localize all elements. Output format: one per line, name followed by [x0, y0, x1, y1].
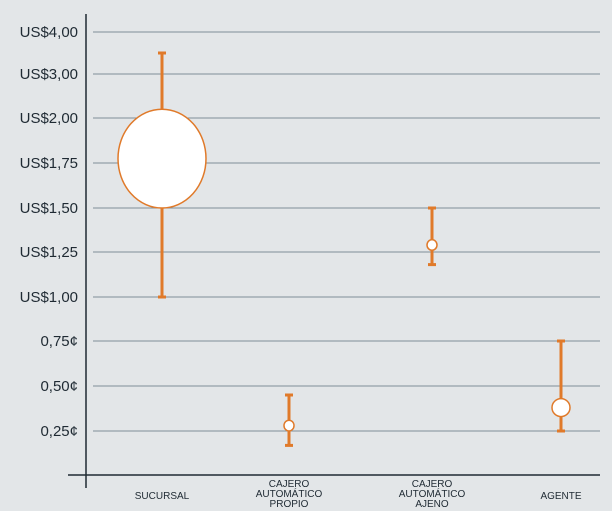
y-tick-labels: 0,25¢ 0,50¢ 0,75¢ US$1,00 US$1,25 US$1,50 US$1…	[20, 24, 78, 440]
range-ellipse	[427, 240, 437, 251]
x-tick-label: SUCURSAL	[135, 491, 190, 502]
x-tick-label: CAJERO AUTOMÁTICO PROPIO	[256, 479, 323, 510]
x-tick-labels: SUCURSAL CAJERO AUTOMÁTICO PROPIO CAJERO AUTO…	[135, 479, 582, 510]
y-tick-label: US$2,00	[20, 110, 78, 127]
x-tick-label-line: PROPIO	[270, 499, 309, 510]
x-tick-label-line: AJENO	[415, 499, 449, 510]
x-tick-label: CAJERO AUTOMÁTICO AJENO	[399, 479, 466, 510]
y-tick-label: 0,25¢	[40, 423, 78, 440]
grid-lines	[93, 32, 600, 431]
y-tick-label: 0,50¢	[40, 378, 78, 395]
x-tick-label: AGENTE	[540, 491, 581, 502]
y-tick-label: US$3,00	[20, 66, 78, 83]
y-tick-label: US$1,00	[20, 289, 78, 306]
y-tick-label: US$1,75	[20, 155, 78, 172]
y-tick-label: US$1,50	[20, 200, 78, 217]
y-tick-label: US$4,00	[20, 24, 78, 41]
range-ellipse	[284, 420, 294, 431]
range-ellipse	[552, 399, 570, 417]
range-ellipse	[118, 109, 206, 208]
y-tick-label: US$1,25	[20, 244, 78, 261]
y-tick-label: 0,75¢	[40, 333, 78, 350]
range-marks	[118, 53, 570, 445]
x-tick-label-line: SUCURSAL	[135, 491, 190, 502]
x-tick-label-line: AGENTE	[540, 491, 581, 502]
